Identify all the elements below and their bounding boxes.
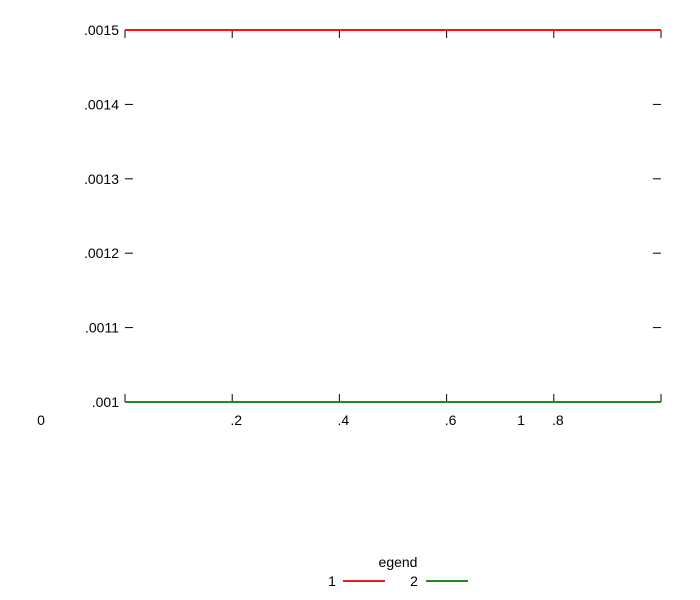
- extra-axis-label: 1: [517, 412, 525, 428]
- legend-title: egend: [379, 554, 418, 570]
- extra-axis-label: 0: [37, 412, 45, 428]
- axes-layer: [124, 29, 662, 403]
- x-tick-label: .8: [552, 412, 564, 428]
- legend-label-1: 1: [328, 573, 336, 589]
- legend: egend 1 2: [328, 554, 468, 589]
- y-tick-label: .0014: [84, 96, 119, 112]
- y-tick-label: .0012: [84, 245, 119, 261]
- x-tick-label: .6: [445, 412, 457, 428]
- series-layer: [125, 29, 661, 403]
- y-tick-label: .001: [92, 394, 119, 410]
- x-tick-label: .4: [338, 412, 350, 428]
- x-tick-label: .2: [230, 412, 242, 428]
- y-tick-label: .0015: [84, 22, 119, 38]
- y-tick-label: .0011: [85, 320, 119, 336]
- labels-layer: .001 .0011 .0012 .0013 .0014 .0015 .2 .4 .6 .8 0 1: [37, 22, 564, 428]
- legend-label-2: 2: [410, 573, 418, 589]
- y-tick-label: .0013: [84, 171, 119, 187]
